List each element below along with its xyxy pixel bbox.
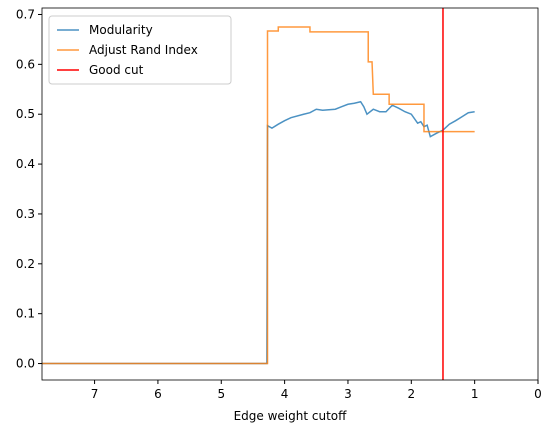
y-tick-label: 0.5	[16, 107, 35, 121]
x-tick-label: 4	[281, 387, 289, 401]
y-tick-label: 0.7	[16, 7, 35, 21]
legend-label: Modularity	[89, 23, 153, 37]
y-tick-label: 0.6	[16, 57, 35, 71]
plot-frame	[41, 7, 539, 381]
y-tick-label: 0.2	[16, 257, 35, 271]
y-tick-label: 0.1	[16, 307, 35, 321]
x-tick-label: 0	[534, 387, 542, 401]
x-tick-label: 5	[217, 387, 225, 401]
x-axis-label: Edge weight cutoff	[234, 409, 348, 423]
legend-label: Adjust Rand Index	[89, 43, 198, 57]
x-tick-label: 7	[91, 387, 99, 401]
legend-label: Good cut	[89, 63, 144, 77]
x-tick-label: 6	[154, 387, 162, 401]
y-tick-label: 0.4	[16, 157, 35, 171]
x-tick-label: 2	[407, 387, 415, 401]
y-tick-label: 0.3	[16, 207, 35, 221]
series-line	[42, 100, 475, 365]
x-tick-label: 1	[471, 387, 479, 401]
y-tick-label: 0.0	[16, 357, 35, 371]
legend-box	[48, 15, 232, 85]
x-tick-label: 3	[344, 387, 352, 401]
series-line	[42, 26, 475, 365]
